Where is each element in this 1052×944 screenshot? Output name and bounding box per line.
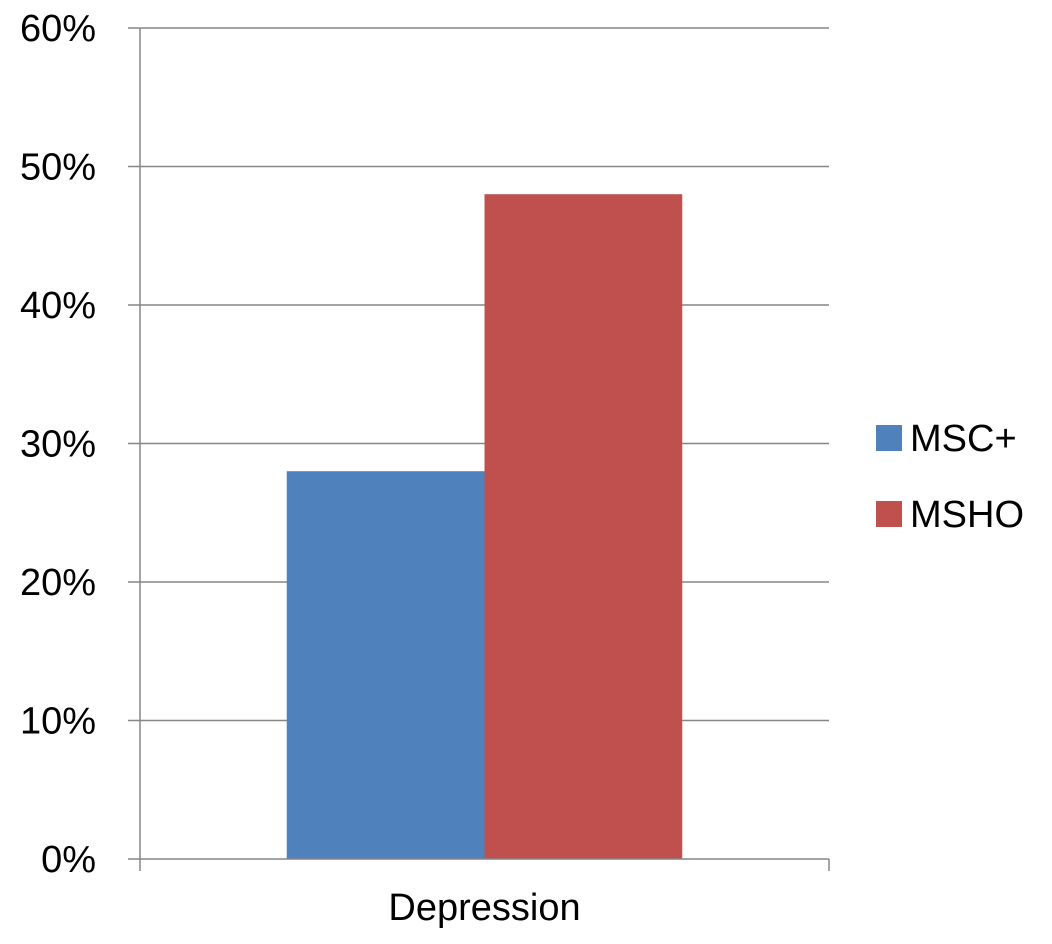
legend-swatch bbox=[876, 425, 902, 451]
y-tick-label: 30% bbox=[20, 424, 96, 466]
bar-msho bbox=[484, 194, 683, 859]
y-tick-label: 0% bbox=[41, 839, 96, 881]
legend-label: MSHO bbox=[910, 494, 1024, 536]
y-tick-label: 40% bbox=[20, 285, 96, 327]
y-tick-label: 60% bbox=[20, 8, 96, 50]
legend: MSC+ MSHO bbox=[876, 418, 1024, 536]
legend-label: MSC+ bbox=[910, 418, 1017, 460]
x-tick-label: Depression bbox=[388, 887, 580, 929]
gridlines bbox=[128, 27, 829, 722]
legend-swatch bbox=[876, 501, 902, 527]
bars bbox=[286, 194, 683, 859]
y-tick-label: 50% bbox=[20, 147, 96, 189]
y-tick-label: 10% bbox=[20, 701, 96, 743]
y-tick-label: 20% bbox=[20, 562, 96, 604]
bar-msc- bbox=[286, 471, 485, 859]
axes: 0% 10% 20% 30% 40% 50% 60% Depression bbox=[20, 8, 830, 929]
